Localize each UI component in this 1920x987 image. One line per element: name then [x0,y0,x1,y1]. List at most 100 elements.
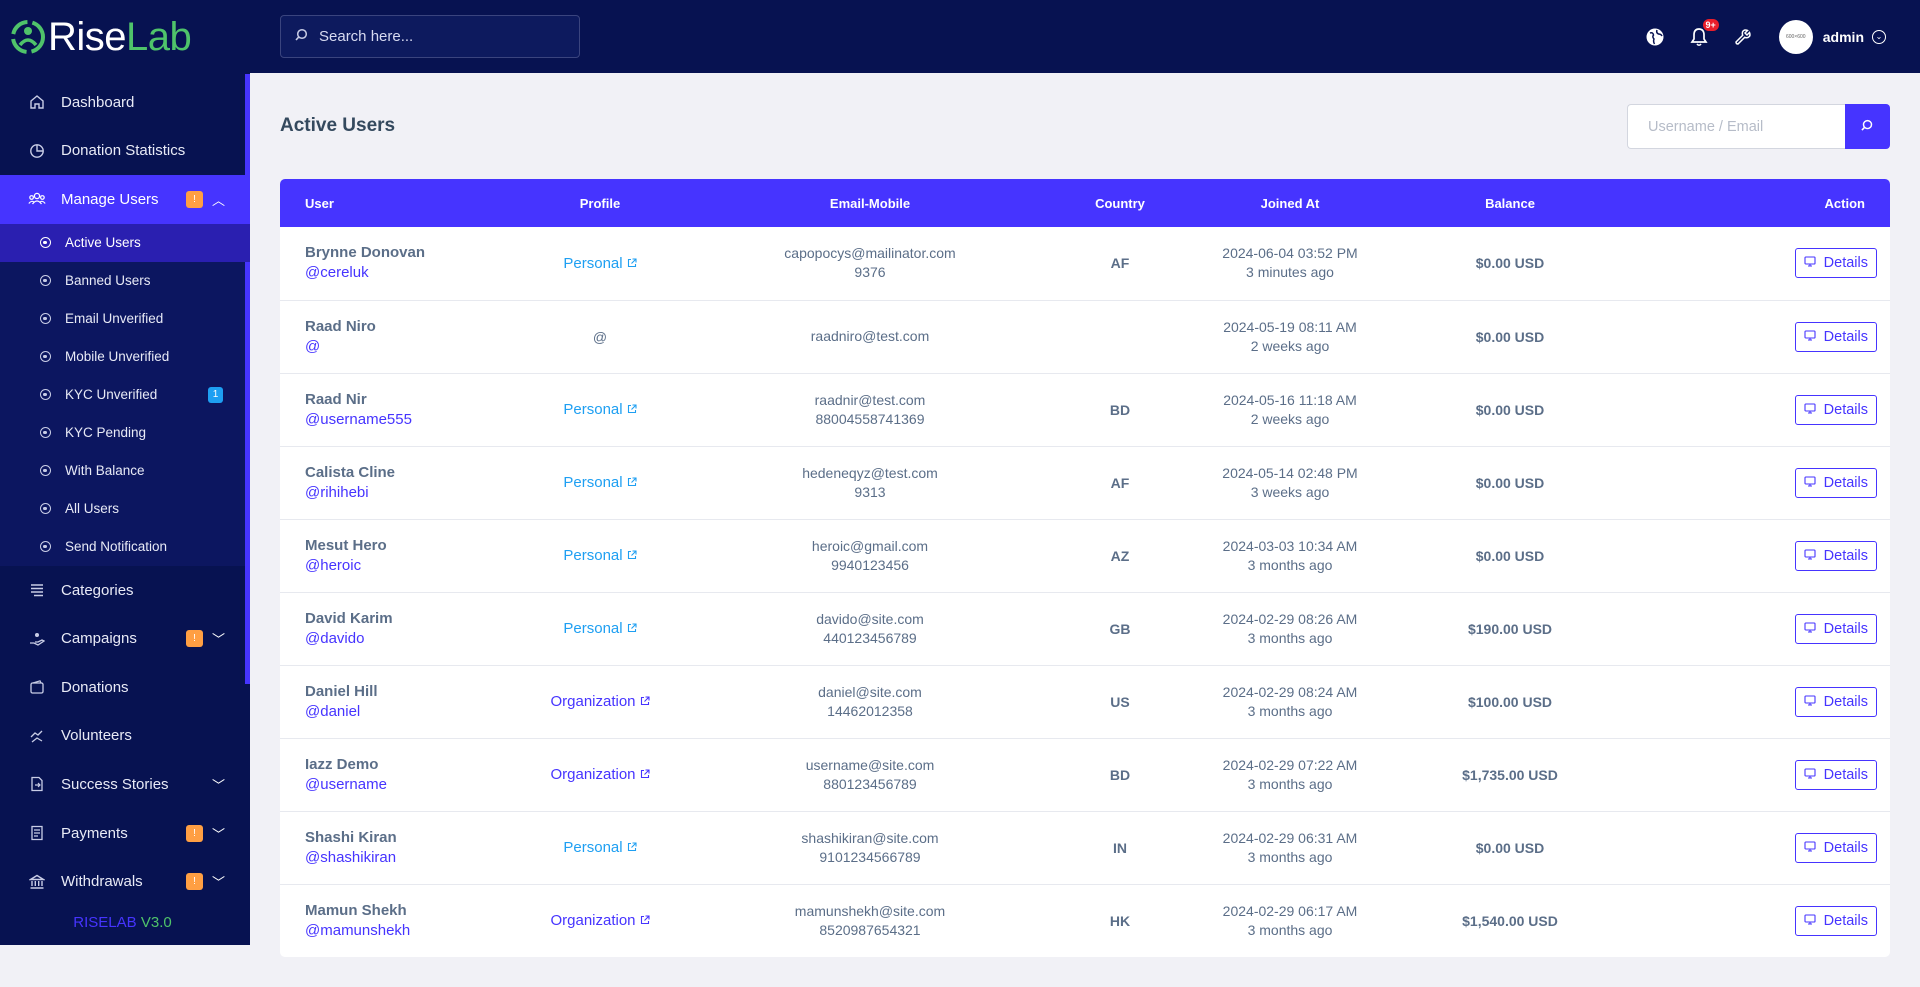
sidebar-item-withdrawals[interactable]: Withdrawals ! ﹀ [0,857,250,906]
sidebar-item-success-stories[interactable]: Success Stories ﹀ [0,760,250,809]
user-fullname: Calista Cline [305,463,396,481]
sidebar-subitem-email-unverified[interactable]: Email Unverified [0,300,250,338]
global-search-input[interactable] [319,28,559,45]
sidebar-subitem-all-users[interactable]: All Users [0,490,250,528]
dot-circle-icon [40,465,51,477]
column-header-joined-at: Joined At [1260,195,1320,211]
joined-relative: 3 months ago [1247,921,1333,938]
details-button-label: Details [1823,401,1868,418]
details-button[interactable]: Details [1794,321,1877,352]
cell-joined-at: 2024-02-29 08:26 AM 3 months ago [1180,592,1400,665]
wallet-icon [27,677,47,697]
user-mobile: 9376 [854,264,886,281]
sidebar-item-label: Dashboard [61,93,135,111]
profile-type-label: Personal [563,620,623,637]
sidebar-item-manage-users[interactable]: Manage Users ! ︿ [0,175,250,224]
sidebar-scrollbar[interactable] [245,74,250,684]
details-button[interactable]: Details [1794,905,1877,936]
external-link-icon [627,842,637,855]
profile-type-link[interactable]: Personal [563,839,637,856]
user-country-code: AF [1110,474,1130,491]
sidebar-item-payments[interactable]: Payments ! ﹀ [0,809,250,858]
sidebar-subitem-send-notification[interactable]: Send Notification [0,528,250,566]
sidebar-subitem-mobile-unverified[interactable]: Mobile Unverified [0,338,250,376]
user-email: capopocys@mailinator.com [784,245,956,262]
details-button[interactable]: Details [1794,832,1877,863]
sidebar-subitem-active-users[interactable]: Active Users [0,223,250,262]
user-handle-link[interactable]: @daniel [305,702,361,720]
brand-logo[interactable]: RiseLab [0,0,250,74]
sidebar-subitem-kyc-pending[interactable]: KYC Pending [0,414,250,452]
page-title: Active Users [280,115,396,136]
details-button[interactable]: Details [1794,613,1877,644]
cell-country: BD [1060,373,1180,446]
bell-icon[interactable]: 9+ [1687,18,1719,49]
sidebar-item-donation-statistics[interactable]: Donation Statistics [0,127,250,176]
globe-icon[interactable] [1643,25,1667,49]
cell-email-mobile: daniel@site.com 14462012358 [680,665,1060,738]
logo-icon [10,19,46,55]
profile-type-link[interactable]: Organization [550,693,650,710]
user-handle-link[interactable]: @ [305,337,321,355]
profile-type-label: Organization [550,912,636,930]
external-link-icon [640,696,650,709]
cell-country: BD [1060,738,1180,811]
details-button[interactable]: Details [1794,540,1877,571]
cell-email-mobile: heroic@gmail.com 9940123456 [680,519,1060,592]
sidebar-item-campaigns[interactable]: Campaigns ! ﹀ [0,614,250,663]
profile-type-label: Organization [550,693,636,710]
user-country-code: HK [1109,912,1131,929]
user-handle-link[interactable]: @davido [305,629,365,647]
sidebar-item-categories[interactable]: Categories [0,566,250,615]
username-email-search-input[interactable] [1627,104,1845,149]
details-button[interactable]: Details [1794,759,1877,790]
cell-balance: $190.00 USD [1400,592,1620,665]
admin-username[interactable]: admin [1822,28,1864,45]
cell-profile: Personal [520,519,680,592]
sidebar-item-label: Campaigns [61,630,137,648]
cell-profile: Organization [520,884,680,957]
user-handle-link[interactable]: @cereluk [305,264,369,282]
avatar[interactable]: 600×600 [1778,19,1813,54]
sidebar-subitem-kyc-unverified[interactable]: KYC Unverified 1 [0,376,250,414]
profile-type-link[interactable]: Personal [563,255,637,272]
user-handle-link[interactable]: @heroic [305,556,362,574]
desktop-icon [1804,767,1816,782]
table-row: Iazz Demo @username Organization username@s… [280,738,1890,811]
joined-date: 2024-06-04 03:52 PM [1222,245,1358,262]
search-submit-button[interactable] [1845,104,1890,149]
user-country-code: BD [1109,766,1131,783]
bank-icon [27,872,47,892]
profile-type-link[interactable]: Personal [563,401,637,418]
details-button[interactable]: Details [1794,467,1877,498]
cell-joined-at: 2024-02-29 06:31 AM 3 months ago [1180,811,1400,884]
sidebar-item-label: Volunteers [61,727,132,745]
profile-type-link[interactable]: Personal [563,620,637,637]
profile-type-link[interactable]: Organization [550,766,650,783]
table-row: David Karim @davido Personal davido@site.co… [280,592,1890,665]
user-handle-link[interactable]: @username [305,775,387,793]
wrench-icon[interactable] [1731,25,1755,49]
user-email: hedeneqyz@test.com [802,464,938,481]
details-button[interactable]: Details [1794,686,1877,717]
profile-type-link[interactable]: Organization [550,912,650,930]
profile-type-link[interactable]: Personal [563,474,637,491]
user-handle-link[interactable]: @shashikiran [305,848,397,866]
cell-action: Details [1620,446,1890,519]
user-handle-link[interactable]: @rihihebi [305,483,369,501]
user-handle-link[interactable]: @mamunshekh [305,921,411,939]
warning-badge: ! [186,824,203,842]
sidebar-item-dashboard[interactable]: Dashboard [0,78,250,127]
joined-date: 2024-02-29 07:22 AM [1222,756,1358,773]
profile-type-link[interactable]: Personal [563,547,637,564]
details-button[interactable]: Details [1794,394,1877,425]
user-email: heroic@gmail.com [811,537,929,554]
chevron-circle-down-icon[interactable]: ⌄ [1872,29,1886,44]
details-button[interactable]: Details [1794,248,1877,279]
sidebar-item-donations[interactable]: Donations [0,663,250,712]
user-handle-link[interactable]: @username555 [305,410,412,428]
sidebar-subitem-banned-users[interactable]: Banned Users [0,262,250,300]
sidebar-item-volunteers[interactable]: Volunteers [0,712,250,761]
cell-action: Details [1620,519,1890,592]
sidebar-subitem-with-balance[interactable]: With Balance [0,452,250,490]
